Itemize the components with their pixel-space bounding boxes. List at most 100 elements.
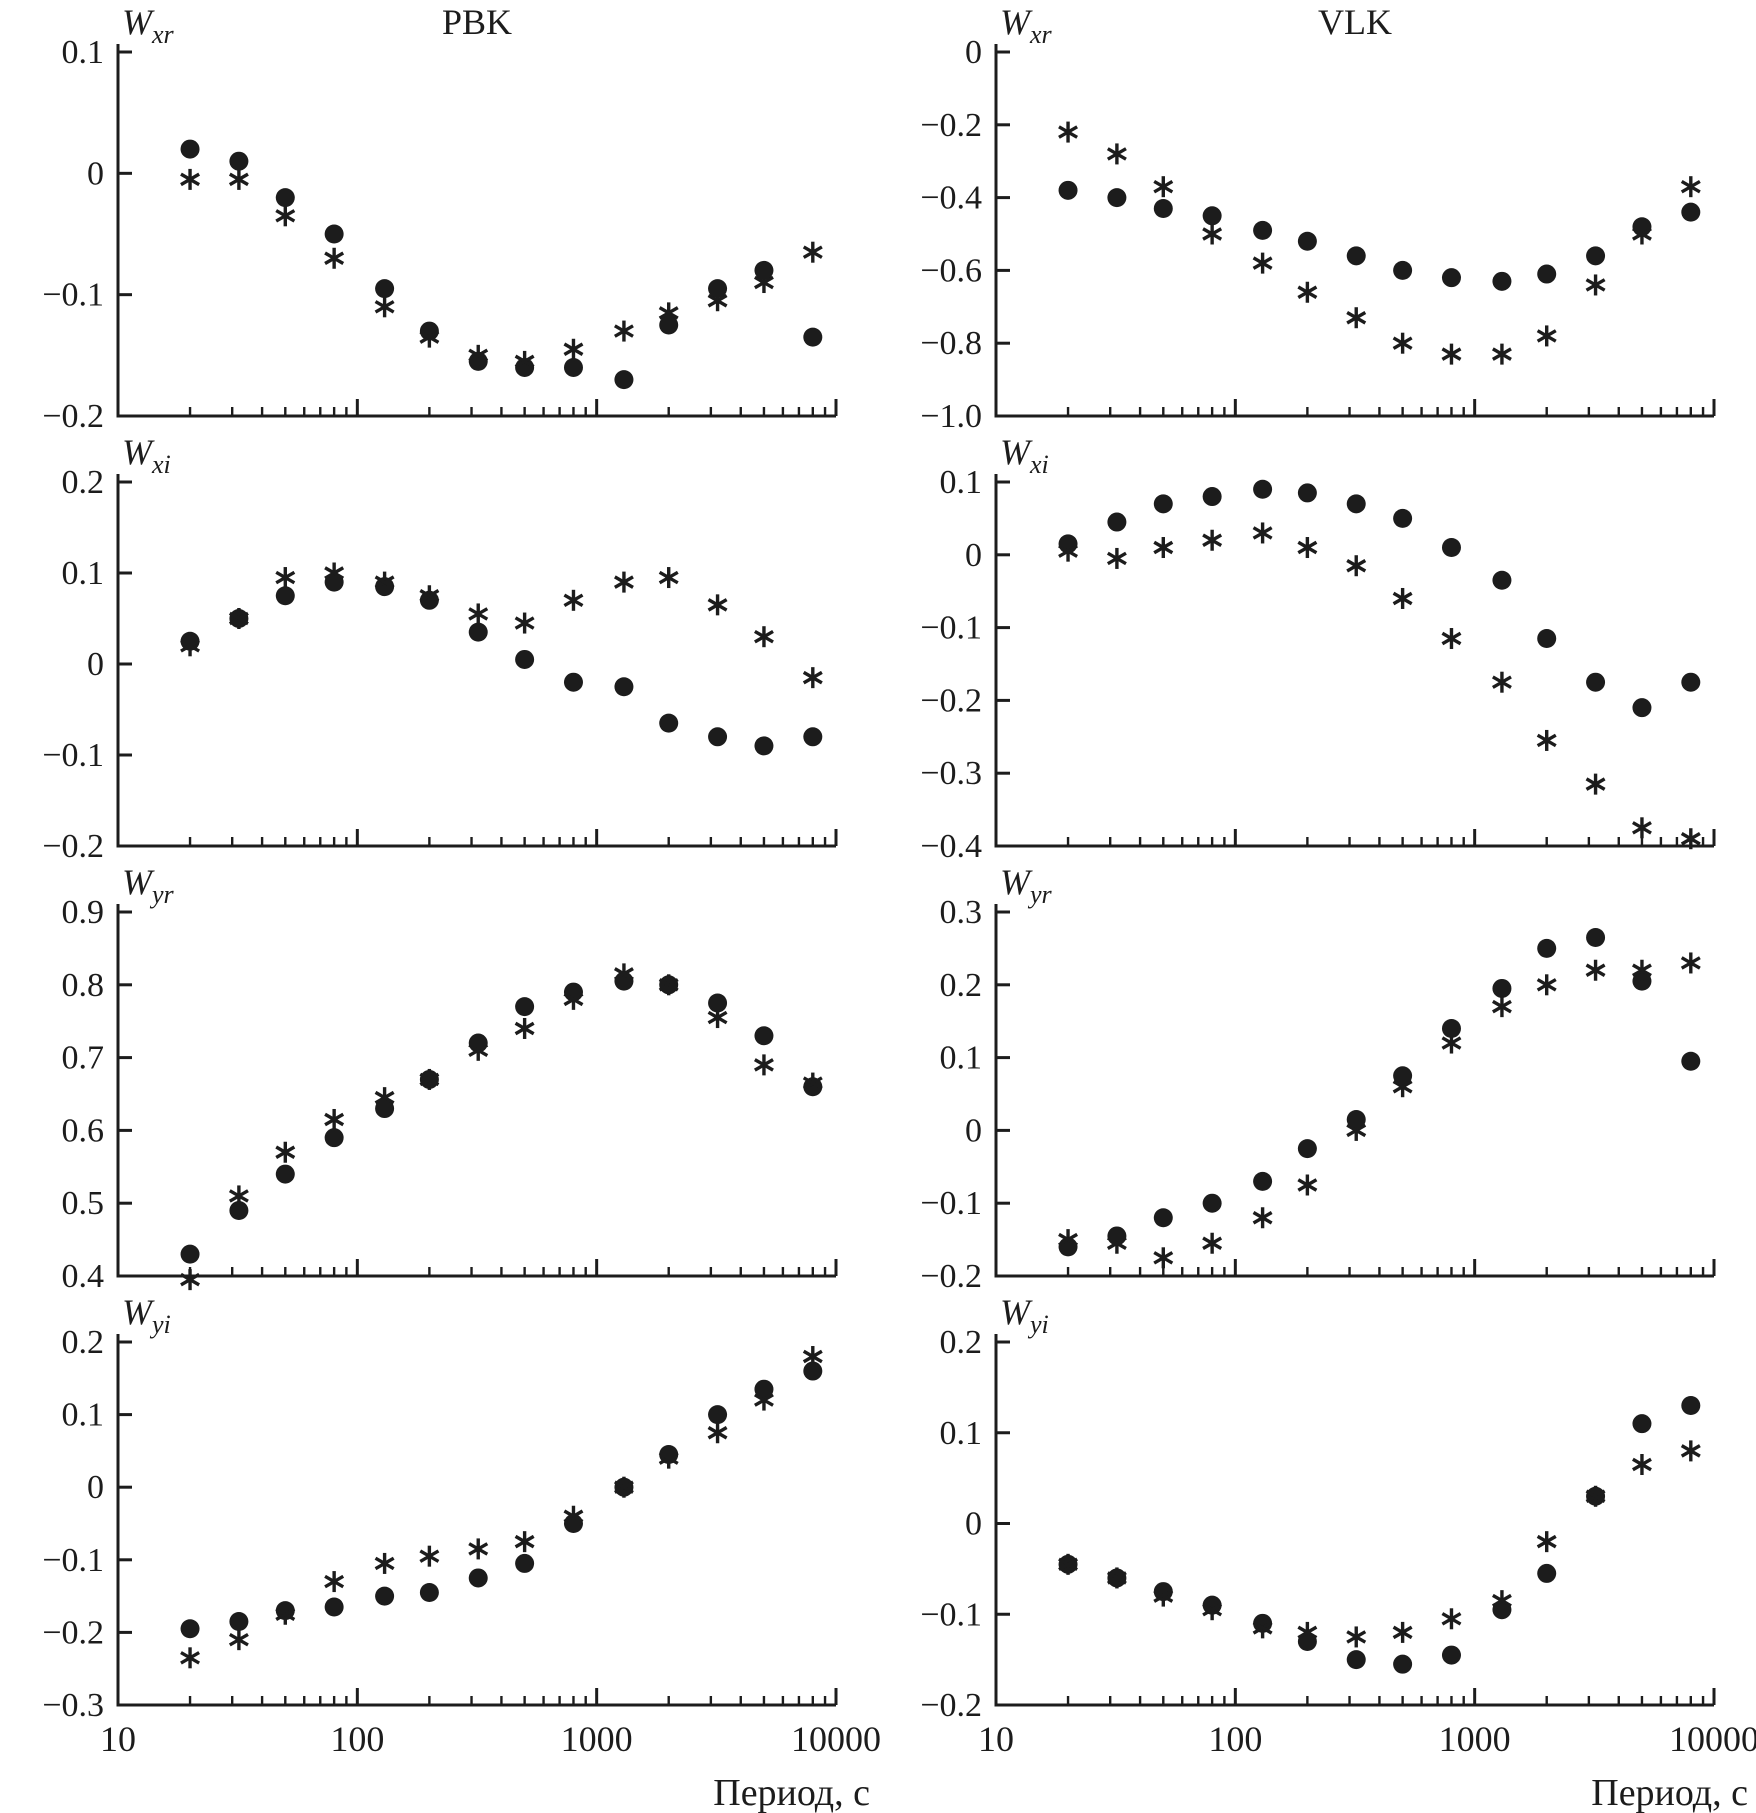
- circle-marker: [1441, 1018, 1461, 1038]
- y-tick-label: 0.2: [940, 1324, 983, 1361]
- column-title: VLK: [1318, 2, 1392, 42]
- asterisk-marker-arm: [1680, 179, 1701, 194]
- circle-marker: [1202, 487, 1222, 507]
- asterisk-marker-arm: [275, 209, 296, 223]
- y-tick-label: 0: [965, 1112, 982, 1149]
- y-tick-label: 0.1: [62, 1397, 105, 1434]
- asterisk-marker-arm: [324, 251, 345, 265]
- circle-marker: [1586, 246, 1606, 266]
- asterisk-marker-arm: [1297, 1178, 1318, 1192]
- circle-marker: [1393, 1654, 1413, 1674]
- asterisk-marker-arm: [1632, 227, 1652, 241]
- circle-marker: [419, 1582, 439, 1602]
- plot-pbk-wxr: 0.1 0 −0.1 −0.2 PBK Wxr: [0, 0, 878, 435]
- asterisk-marker-arm: [374, 1090, 395, 1105]
- asterisk-marker-arm: [1058, 125, 1078, 139]
- circle-marker: [1393, 1066, 1413, 1086]
- asterisk-marker-arm: [1441, 1612, 1462, 1626]
- series-asterisks: [1058, 952, 1701, 1269]
- asterisk-marker-arm: [514, 354, 535, 369]
- plot-vlk-wxr: 0 −0.2 −0.4 −0.6 −0.8 −1.0 VLK Wxr: [878, 0, 1756, 435]
- asterisk-marker-arm: [658, 1451, 679, 1465]
- y-tick-label: −0.8: [920, 325, 982, 362]
- series-circles: [180, 1361, 823, 1639]
- asterisk-marker-arm: [419, 1072, 440, 1087]
- y-tick-label: −0.2: [920, 1687, 982, 1724]
- asterisk-marker-arm: [228, 1189, 249, 1203]
- y-tick-label: −0.4: [920, 828, 982, 865]
- asterisk-marker-arm: [1252, 1621, 1273, 1635]
- y-tick-label: −0.1: [42, 737, 104, 774]
- asterisk-marker-arm: [468, 607, 489, 621]
- y-tick-label: −0.1: [42, 277, 104, 314]
- series-asterisks: [180, 168, 823, 372]
- circle-marker: [1253, 220, 1273, 240]
- y-tick-label: 0: [87, 155, 104, 192]
- y-axis-variable-label: Wxr: [122, 2, 175, 49]
- asterisk-marker-arm: [613, 324, 634, 338]
- circle-marker: [1153, 1208, 1173, 1228]
- circle-marker: [1253, 1171, 1273, 1191]
- circle-marker: [1681, 672, 1701, 692]
- y-tick-label: 0.4: [62, 1258, 105, 1295]
- asterisk-marker-arm: [228, 172, 249, 187]
- y-tick-label: 0.2: [62, 464, 105, 501]
- circle-marker: [1346, 246, 1366, 266]
- circle-marker: [1537, 938, 1557, 958]
- circle-marker: [1632, 1414, 1652, 1434]
- circle-marker: [754, 1379, 774, 1399]
- asterisk-marker-arm: [658, 306, 679, 320]
- asterisk-marker-arm: [180, 172, 200, 187]
- asterisk-marker-arm: [228, 1632, 249, 1647]
- y-tick-label: 0.1: [940, 1415, 983, 1452]
- asterisk-marker-arm: [1202, 1602, 1223, 1617]
- asterisk-marker-arm: [514, 1534, 535, 1549]
- asterisk-marker-arm: [1297, 285, 1318, 299]
- y-tick-label: 0.7: [62, 1040, 105, 1077]
- circle-marker: [1393, 260, 1413, 280]
- series-asterisks: [180, 562, 823, 689]
- circle-marker: [1202, 206, 1222, 226]
- asterisk-marker-arm: [754, 1058, 774, 1072]
- circle-marker: [1346, 1109, 1366, 1129]
- asterisk-marker-arm: [754, 629, 774, 644]
- circle-marker: [1681, 1396, 1701, 1416]
- asterisk-marker-arm: [1153, 179, 1174, 194]
- circle-marker: [468, 1568, 488, 1588]
- asterisk-marker-arm: [563, 992, 584, 1007]
- circle-marker: [1681, 1051, 1701, 1071]
- asterisk-marker-arm: [1680, 956, 1701, 970]
- asterisk-marker-arm: [1252, 256, 1273, 270]
- circle-marker: [1492, 271, 1512, 291]
- asterisk-marker-arm: [707, 1426, 728, 1440]
- asterisk-marker-arm: [802, 1349, 823, 1364]
- series-asterisks: [180, 963, 823, 1291]
- circle-marker: [1441, 1645, 1461, 1665]
- asterisk-marker-arm: [1153, 1589, 1174, 1603]
- y-tick-label: 0.1: [62, 555, 105, 592]
- asterisk-marker-arm: [468, 1542, 489, 1556]
- circle-marker: [1253, 479, 1273, 499]
- circle-marker: [1537, 264, 1557, 284]
- series-circles: [1058, 927, 1701, 1257]
- y-tick-label: −0.1: [920, 1596, 982, 1633]
- circle-marker: [1297, 1139, 1317, 1159]
- circle-marker: [1393, 508, 1413, 528]
- asterisk-marker-arm: [1153, 540, 1174, 555]
- asterisk-marker-arm: [707, 598, 728, 612]
- plot-vlk-wyr: 0.3 0.2 0.1 0 −0.1 −0.2 Wyr: [878, 860, 1756, 1295]
- circle-marker: [515, 997, 535, 1017]
- asterisk-marker-arm: [802, 245, 823, 259]
- asterisk-marker-arm: [1346, 1123, 1367, 1138]
- circle-marker: [1537, 1563, 1557, 1583]
- asterisk-marker-arm: [1202, 227, 1223, 241]
- circle-marker: [614, 370, 634, 390]
- y-tick-label: 0.1: [62, 34, 105, 71]
- asterisk-marker-arm: [1346, 1630, 1367, 1644]
- circle-marker: [375, 279, 395, 299]
- asterisk-marker-arm: [180, 1272, 200, 1287]
- circle-marker: [708, 279, 728, 299]
- circle-marker: [563, 672, 583, 692]
- y-tick-label: −0.1: [42, 1542, 104, 1579]
- circle-marker: [803, 327, 823, 347]
